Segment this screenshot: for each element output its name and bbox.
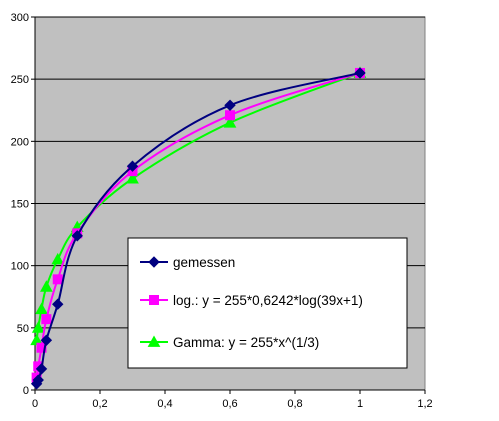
series-2 <box>30 66 367 346</box>
data-point <box>32 374 44 386</box>
data-point <box>31 321 45 333</box>
x-tick-label: 0,2 <box>92 398 107 410</box>
series-0 <box>30 67 366 390</box>
x-tick-label: 0,4 <box>157 398 172 410</box>
legend-items: gemessen log.: y = 255*0,6242*log(39x+1) G… <box>140 255 363 350</box>
y-tick-label: 200 <box>11 136 29 148</box>
x-tick-label: 0,6 <box>222 398 237 410</box>
y-tick-label: 100 <box>11 261 29 273</box>
series-layer <box>30 66 367 390</box>
legend-label: Gamma: y = 255*x^(1/3) <box>173 335 319 350</box>
y-tick-label: 50 <box>17 323 29 335</box>
data-point <box>52 274 63 285</box>
y-tick-label: 300 <box>11 12 29 24</box>
legend-marker <box>149 295 159 305</box>
data-point <box>40 280 53 292</box>
data-point <box>223 116 237 128</box>
x-tick-label: 0,8 <box>287 398 302 410</box>
data-point <box>40 334 53 346</box>
data-point <box>71 230 83 242</box>
y-tick-label: 250 <box>11 74 29 86</box>
legend-box <box>127 237 408 369</box>
data-point <box>41 314 52 325</box>
data-point <box>225 110 235 121</box>
x-tick-label: 1,2 <box>417 398 432 410</box>
legend: gemessen log.: y = 255*0,6242*log(39x+1) G… <box>127 237 408 369</box>
data-point <box>126 160 139 172</box>
legend-marker <box>148 256 160 268</box>
legend-marker <box>147 335 161 347</box>
data-point <box>51 252 65 265</box>
data-point <box>36 342 47 353</box>
data-point <box>35 302 48 315</box>
data-point <box>224 99 236 111</box>
y-tick-label: 150 <box>11 199 29 211</box>
data-point <box>354 67 366 79</box>
x-tick-label: 0 <box>32 398 38 410</box>
y-tick-label: 0 <box>23 385 29 397</box>
data-point <box>52 298 64 310</box>
axes: 0 50 100 150 200 250 300 0 0,2 0,4 0,6 0,8 1 1,2 <box>11 12 433 410</box>
data-point <box>35 363 48 375</box>
legend-label: gemessen <box>173 255 235 270</box>
x-tick-label: 1 <box>357 398 363 410</box>
data-point <box>126 172 139 184</box>
legend-label: log.: y = 255*0,6242*log(39x+1) <box>173 293 363 308</box>
